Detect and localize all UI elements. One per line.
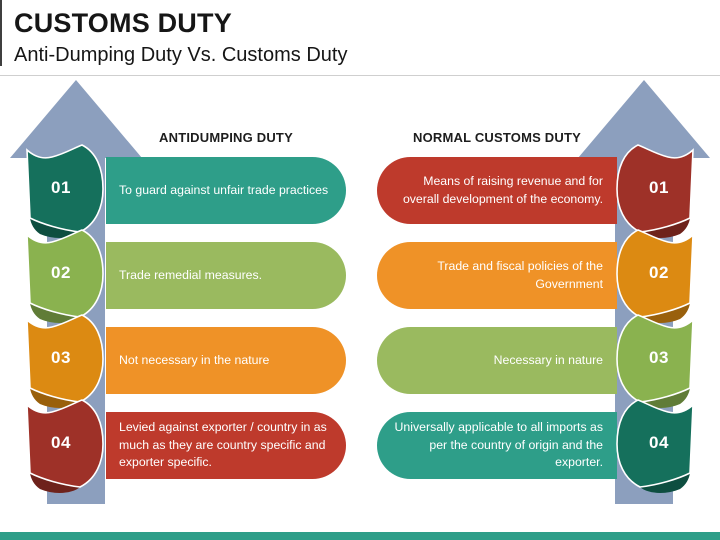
footer-accent-bar <box>0 532 720 540</box>
badge-number: 02 <box>51 263 71 282</box>
slide-title: CUSTOMS DUTY <box>14 8 232 38</box>
badge-number: 01 <box>649 178 669 197</box>
badge-number: 01 <box>51 178 71 197</box>
column-header-normal-customs-duty: NORMAL CUSTOMS DUTY <box>413 130 581 145</box>
antidumping-point-1-pill: To guard against unfair trade practices <box>106 157 346 224</box>
customs-point-2-pill: Trade and fiscal policies of the Governm… <box>377 242 617 309</box>
customs-point-1-pill: Means of raising revenue and for overall… <box>377 157 617 224</box>
antidumping-point-2-pill: Trade remedial measures. <box>106 242 346 309</box>
column-header-antidumping-duty: ANTIDUMPING DUTY <box>159 130 293 145</box>
left-edge-accent <box>0 0 2 66</box>
antidumping-badge-01: 01 <box>24 142 104 240</box>
customs-point-1-text: Means of raising revenue and for overall… <box>402 174 603 206</box>
customs-point-4-pill: Universally applicable to all imports as… <box>377 412 617 479</box>
badge-number: 03 <box>649 348 669 367</box>
customs-point-4-text: Universally applicable to all imports as… <box>394 420 603 470</box>
antidumping-point-3-pill: Not necessary in the nature <box>106 327 346 394</box>
customs-point-3-pill: Necessary in nature <box>377 327 617 394</box>
antidumping-badge-02: 02 <box>24 227 104 325</box>
badge-number: 02 <box>649 263 669 282</box>
customs-point-2-text: Trade and fiscal policies of the Governm… <box>437 259 603 291</box>
badge-number: 04 <box>51 433 71 452</box>
antidumping-point-3-text: Not necessary in the nature <box>119 352 270 367</box>
customs-badge-01: 01 <box>616 142 696 240</box>
customs-badge-03: 03 <box>616 312 696 410</box>
antidumping-badge-04: 04 <box>24 397 104 495</box>
customs-badge-02: 02 <box>616 227 696 325</box>
antidumping-point-1-text: To guard against unfair trade practices <box>119 182 329 197</box>
customs-badge-04: 04 <box>616 397 696 495</box>
slide-subtitle: Anti-Dumping Duty Vs. Customs Duty <box>14 44 348 66</box>
header-divider <box>0 75 720 76</box>
customs-point-3-text: Necessary in nature <box>493 352 603 367</box>
badge-number: 04 <box>649 433 669 452</box>
badge-number: 03 <box>51 348 71 367</box>
antidumping-point-2-text: Trade remedial measures. <box>119 267 263 282</box>
antidumping-badge-03: 03 <box>24 312 104 410</box>
antidumping-point-4-pill: Levied against exporter / country in as … <box>106 412 346 479</box>
antidumping-point-4-text: Levied against exporter / country in as … <box>119 420 327 470</box>
